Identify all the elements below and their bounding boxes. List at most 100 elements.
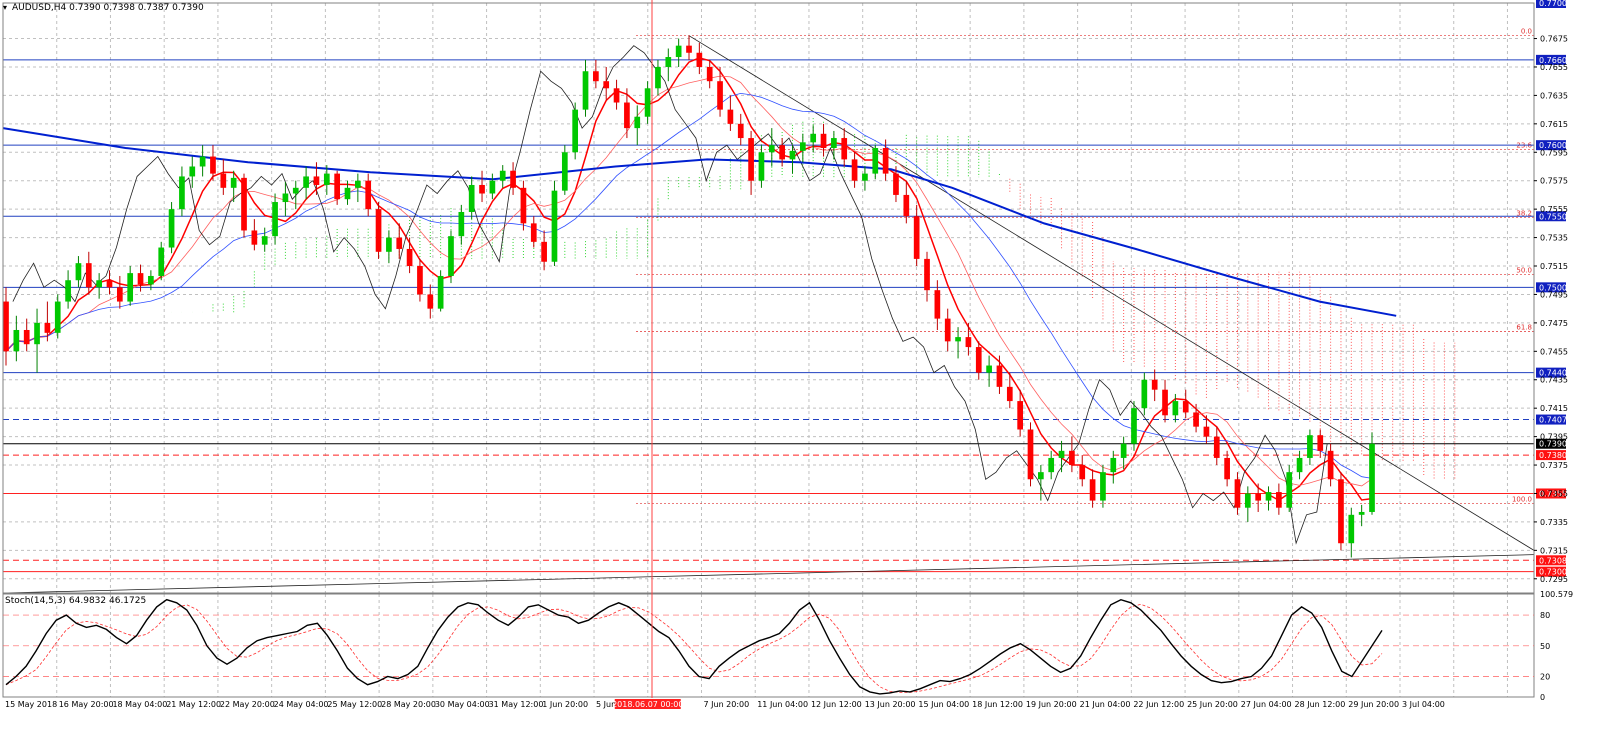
candle-bullish: [551, 190, 558, 262]
candle-bearish: [106, 280, 113, 288]
candle-bullish: [561, 152, 568, 191]
candle-bearish: [251, 230, 258, 245]
x-tick-label: 11 Jun 04:00: [757, 700, 808, 709]
y-tick-label: 0.7435: [1540, 376, 1568, 385]
x-tick-label: 12 Jun 12:00: [811, 700, 862, 709]
candle-bearish: [417, 266, 423, 295]
candle-bullish: [1265, 492, 1272, 501]
main-pane-frame: [2, 2, 1535, 594]
price-level-badge: [1536, 566, 1566, 577]
candle-bearish: [903, 194, 910, 217]
ichimoku-cloud: [212, 118, 1456, 479]
candle-bearish: [1203, 426, 1210, 437]
y-tick-label: 0.7595: [1540, 148, 1568, 157]
candle-bullish: [168, 209, 175, 248]
candle-bearish: [1317, 435, 1324, 451]
candle-bullish: [323, 173, 330, 185]
candle-bullish: [230, 177, 237, 188]
candle-bullish: [768, 145, 775, 153]
chikou-black-line: [12, 45, 1328, 545]
candle-bearish: [944, 318, 951, 342]
candle-bullish: [127, 273, 134, 302]
dropdown-arrow-icon[interactable]: ▾: [3, 3, 7, 12]
price-level-badge: [1536, 438, 1566, 449]
candle-bearish: [717, 81, 723, 110]
candle-bearish: [479, 184, 485, 194]
x-tick-label: 15 May 2018: [5, 700, 57, 709]
candle-bearish: [530, 223, 537, 242]
x-tick-label: 21 May 12:00: [166, 700, 221, 709]
candle-bearish: [1017, 401, 1023, 430]
candle-bullish: [1172, 401, 1179, 416]
price-level-badge: [1536, 450, 1566, 461]
candle-bullish: [862, 173, 868, 181]
x-tick-label: 21 Jun 04:00: [1080, 700, 1131, 709]
candle-bullish: [437, 275, 444, 309]
trendlines: [2, 35, 1535, 594]
candle-bearish: [851, 159, 858, 181]
candle-bullish: [675, 45, 682, 58]
price-level-badge: [1536, 414, 1566, 425]
y-tick-label: 0.7455: [1540, 347, 1568, 356]
candle-bearish: [996, 365, 1003, 387]
price-level-badge: [1536, 140, 1566, 151]
price-level-badge: [1536, 282, 1566, 293]
x-tick-label: 31 May 12:00: [489, 700, 544, 709]
y-tick-label: 0.7535: [1540, 234, 1568, 243]
candle-bullish: [758, 152, 765, 181]
candle-bearish: [934, 290, 941, 319]
price-level-badge-label: 0.7700: [1539, 0, 1567, 8]
candle-bearish: [1276, 492, 1282, 508]
candle-bullish: [789, 150, 796, 160]
price-level-badge-label: 0.7355: [1539, 489, 1567, 498]
x-tick-label: 3 Jul 04:00: [1402, 700, 1445, 709]
grid-layer: [2, 3, 1534, 697]
candle-bullish: [634, 116, 641, 129]
price-level-badge-label: 0.7600: [1539, 141, 1567, 150]
candle-bearish: [427, 294, 434, 309]
candle-bearish: [686, 45, 692, 53]
price-level-badge: [1536, 488, 1566, 499]
candle-bearish: [510, 170, 516, 188]
price-level-badge-label: 0.7380: [1539, 451, 1567, 460]
x-tick-label: 22 Jun 12:00: [1133, 700, 1184, 709]
ma-200-blue-line: [2, 127, 1397, 317]
candle-bearish: [1338, 479, 1344, 544]
candle-bullish: [303, 176, 309, 188]
y-tick-label: 0.7495: [1540, 290, 1568, 299]
candle-bearish: [1182, 401, 1189, 413]
candle-bullish: [489, 180, 496, 194]
x-tick-label: 24 May 04:00: [274, 700, 329, 709]
stoch-y-tick-label: 20: [1540, 673, 1550, 682]
x-tick-label: 16 May 20:00: [59, 700, 114, 709]
trendline-descending: [688, 35, 1535, 551]
candle-bullish: [386, 237, 392, 252]
candle-bullish: [158, 247, 165, 276]
x-tick-label: 19 Jun 20:00: [1026, 700, 1077, 709]
x-tick-label: 18 May 04:00: [112, 700, 167, 709]
axes-layer: 0.7675 0.7655 0.7635 0.7615 0.7595 0.7575 0.75…: [2, 2, 1568, 709]
trendline-ascending: [2, 554, 1535, 594]
candle-bearish: [593, 71, 599, 82]
candle-bullish: [468, 184, 475, 212]
stoch-y-tick-label: 0: [1540, 693, 1545, 702]
candle-bullish: [1296, 457, 1303, 473]
y-tick-label: 0.7475: [1540, 319, 1568, 328]
candle-bearish: [779, 145, 785, 160]
candle-bearish: [965, 337, 972, 348]
x-tick-label: 2018.06.07 00:00: [612, 700, 683, 709]
candle-bullish: [1038, 472, 1044, 480]
candle-bearish: [706, 66, 713, 82]
candle-bearish: [1224, 457, 1230, 480]
y-tick-label: 0.7395: [1540, 433, 1568, 442]
candle-bearish: [696, 52, 703, 67]
price-levels: 0.77000.76600.76000.75500.75000.74400.74…: [3, 0, 1567, 577]
candle-bearish: [313, 176, 320, 185]
y-tick-label: 0.7675: [1540, 35, 1568, 44]
candle-bearish: [737, 123, 744, 139]
x-tick-label: 28 May 20:00: [381, 700, 436, 709]
candle-bearish: [924, 258, 930, 291]
candle-bearish: [603, 81, 610, 89]
